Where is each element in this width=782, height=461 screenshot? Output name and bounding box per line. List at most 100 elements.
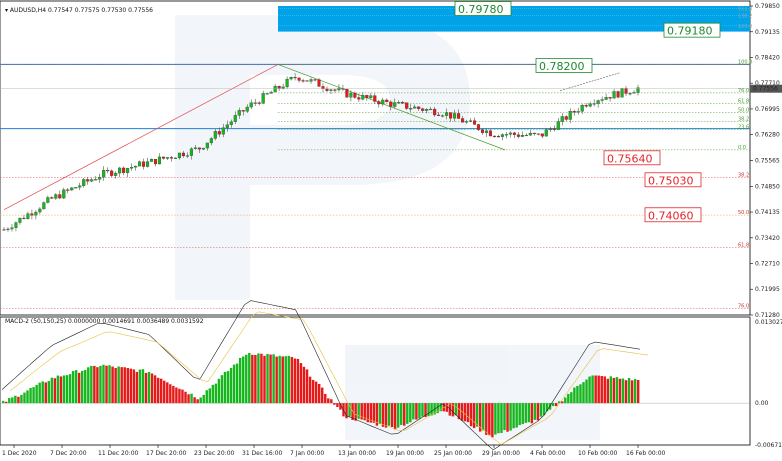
candle-body (149, 159, 154, 162)
macd-histogram-bar (29, 387, 32, 404)
candle-body (138, 161, 142, 167)
candle-body (357, 97, 361, 100)
macd-histogram-bar (418, 403, 421, 419)
candle-body (70, 187, 74, 191)
macd-histogram-bar (381, 403, 385, 427)
macd-histogram-bar (624, 380, 628, 404)
candle-body (245, 106, 249, 112)
macd-histogram-bar (99, 365, 102, 404)
candle-body (313, 79, 317, 81)
macd-histogram-bar (111, 366, 114, 404)
macd-histogram-bar (393, 403, 397, 430)
price-axis-label: 0.71995 (755, 286, 780, 293)
candle-body (616, 91, 620, 98)
macd-histogram-bar (506, 403, 509, 432)
macd-histogram-bar (478, 403, 482, 432)
candle-body (560, 116, 564, 122)
macd-histogram-bar (542, 403, 546, 416)
macd-histogram-bar (609, 376, 613, 404)
macd-histogram-bar (439, 403, 442, 412)
candle-body (90, 179, 94, 182)
time-axis-label: 23 Dec 20:00 (194, 450, 235, 457)
macd-histogram-bar (38, 382, 41, 404)
candle-body (225, 124, 229, 128)
candle-body (106, 169, 110, 172)
candle-body (62, 189, 66, 199)
macd-histogram-bar (90, 365, 93, 404)
macd-histogram-bar (472, 403, 476, 429)
macd-histogram-bar (621, 378, 625, 404)
candle-body (520, 135, 524, 137)
candle-body (480, 129, 485, 133)
candle-body (26, 213, 30, 219)
candle-body (197, 147, 201, 150)
candle-body (289, 77, 293, 80)
level-box (603, 150, 661, 166)
candle-body (38, 208, 42, 213)
macd-histogram-bar (153, 375, 157, 404)
macd-histogram-bar (263, 355, 266, 404)
macd-pane-frame (0, 316, 751, 446)
candle-body (556, 121, 560, 130)
candle-body (413, 106, 417, 109)
macd-histogram-bar (557, 401, 561, 404)
macd-histogram-bar (503, 403, 506, 431)
candle-body (22, 217, 26, 219)
candle-body (628, 93, 632, 95)
macd-histogram-bar (545, 403, 549, 412)
candle-body (441, 115, 445, 117)
fib-upper-label: 161.8 (738, 7, 752, 13)
candle-body (114, 172, 118, 176)
candle-body (476, 124, 481, 130)
macd-histogram-bar (324, 393, 327, 404)
macd-histogram-bar (500, 403, 503, 433)
macd-histogram-bar (299, 363, 303, 404)
macd-histogram-bar (156, 377, 160, 404)
macd-histogram-bar (539, 403, 543, 417)
candle-body (429, 108, 433, 111)
level-box-label: 0.75640 (607, 152, 653, 165)
candle-body (512, 132, 516, 135)
candle-body (373, 95, 377, 102)
macd-histogram-bar (163, 380, 166, 404)
macd-histogram-bar (80, 370, 84, 404)
candle-body (620, 88, 624, 98)
candle-body (157, 156, 162, 165)
price-axis-label: 0.72710 (755, 260, 780, 267)
macd-histogram-bar (26, 390, 29, 404)
candle-body (417, 106, 421, 109)
candle-body (221, 127, 225, 135)
candle-body (381, 99, 385, 105)
candle-body (345, 89, 349, 98)
macd-histogram-bar (548, 403, 552, 410)
candle-body (600, 99, 604, 101)
macd-histogram-bar (515, 403, 518, 428)
fib-upper-label: 138.2 (738, 14, 752, 20)
macd-histogram-bar (251, 354, 254, 404)
macd-histogram-bar (144, 372, 148, 404)
candle-body (377, 101, 381, 105)
candle-body (604, 97, 608, 100)
time-axis-label: 19 Jan 00:00 (386, 450, 424, 457)
macd-histogram-bar (87, 367, 90, 404)
macd-histogram-bar (521, 403, 524, 425)
macd-histogram-bar (238, 357, 242, 404)
macd-histogram-bar (399, 403, 403, 425)
macd-histogram-bar (23, 392, 26, 404)
price-axis-label: 0.79135 (755, 29, 780, 36)
candle-body (237, 110, 241, 116)
price-axis-label: 0.73420 (755, 235, 780, 242)
candle-body (173, 157, 178, 159)
macd-histogram-bar (527, 403, 531, 423)
macd-histogram-bar (524, 403, 527, 423)
time-axis-label: 16 Feb 00:00 (626, 450, 666, 457)
macd-histogram-bar (314, 381, 318, 404)
macd-histogram-bar (409, 403, 412, 423)
watermark-shape (175, 15, 470, 300)
macd-histogram-bar (330, 399, 333, 404)
candle-body (50, 197, 54, 199)
macd-histogram-bar (68, 374, 72, 404)
macd-histogram-bar (272, 354, 275, 404)
candle-body (532, 132, 536, 135)
macd-histogram-bar (369, 403, 373, 423)
